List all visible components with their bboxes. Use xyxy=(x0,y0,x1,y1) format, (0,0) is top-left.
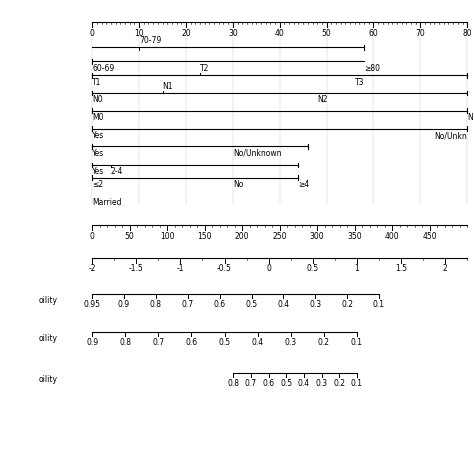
Text: 0.2: 0.2 xyxy=(318,338,330,347)
Text: -1: -1 xyxy=(177,264,184,273)
Text: 0.7: 0.7 xyxy=(152,338,164,347)
Text: 0.2: 0.2 xyxy=(341,300,353,309)
Text: 0.4: 0.4 xyxy=(277,300,290,309)
Text: ≥80: ≥80 xyxy=(364,64,380,73)
Text: 200: 200 xyxy=(235,232,249,241)
Text: 1.5: 1.5 xyxy=(395,264,407,273)
Text: N: N xyxy=(467,113,473,122)
Text: 0.95: 0.95 xyxy=(84,300,100,309)
Text: 0.1: 0.1 xyxy=(351,338,363,347)
Text: 10: 10 xyxy=(134,29,144,38)
Text: 0.3: 0.3 xyxy=(316,379,328,388)
Text: 70: 70 xyxy=(416,29,425,38)
Text: 0.4: 0.4 xyxy=(252,338,264,347)
Text: 0.5: 0.5 xyxy=(280,379,292,388)
Text: 0: 0 xyxy=(266,264,271,273)
Text: 2: 2 xyxy=(443,264,447,273)
Text: 0.6: 0.6 xyxy=(263,379,275,388)
Text: 70-79: 70-79 xyxy=(139,36,161,45)
Text: 0.5: 0.5 xyxy=(307,264,319,273)
Text: oility: oility xyxy=(38,334,57,343)
Text: No: No xyxy=(233,180,243,189)
Text: No/Unkn: No/Unkn xyxy=(434,131,467,140)
Text: 0.7: 0.7 xyxy=(245,379,257,388)
Text: oility: oility xyxy=(38,375,57,384)
Text: -0.5: -0.5 xyxy=(217,264,232,273)
Text: 0.7: 0.7 xyxy=(182,300,194,309)
Text: 0.6: 0.6 xyxy=(214,300,226,309)
Text: -1.5: -1.5 xyxy=(129,264,144,273)
Text: -2: -2 xyxy=(89,264,96,273)
Text: 40: 40 xyxy=(275,29,284,38)
Text: 0.3: 0.3 xyxy=(285,338,297,347)
Text: 0: 0 xyxy=(90,29,95,38)
Text: 0.1: 0.1 xyxy=(351,379,363,388)
Text: T3: T3 xyxy=(355,78,364,87)
Text: 0.9: 0.9 xyxy=(86,338,98,347)
Text: 350: 350 xyxy=(347,232,362,241)
Text: 60: 60 xyxy=(369,29,378,38)
Text: 0.4: 0.4 xyxy=(298,379,310,388)
Text: N1: N1 xyxy=(163,82,173,91)
Text: 50: 50 xyxy=(125,232,135,241)
Text: 250: 250 xyxy=(273,232,287,241)
Text: 0.8: 0.8 xyxy=(119,338,131,347)
Text: 0.9: 0.9 xyxy=(118,300,130,309)
Text: ≤2: ≤2 xyxy=(92,180,103,189)
Text: 1: 1 xyxy=(355,264,359,273)
Text: 400: 400 xyxy=(385,232,400,241)
Text: oility: oility xyxy=(38,296,57,305)
Text: 50: 50 xyxy=(322,29,331,38)
Text: 150: 150 xyxy=(198,232,212,241)
Text: 0.2: 0.2 xyxy=(333,379,345,388)
Text: Yes: Yes xyxy=(92,131,104,140)
Text: T1: T1 xyxy=(92,78,101,87)
Text: N2: N2 xyxy=(317,95,328,104)
Text: T2: T2 xyxy=(200,64,210,73)
Text: 0.5: 0.5 xyxy=(246,300,257,309)
Text: 0.8: 0.8 xyxy=(228,379,239,388)
Text: 300: 300 xyxy=(310,232,325,241)
Text: Yes: Yes xyxy=(92,149,104,158)
Text: No/Unknown: No/Unknown xyxy=(233,149,282,158)
Text: 0.5: 0.5 xyxy=(219,338,231,347)
Text: 2-4: 2-4 xyxy=(111,167,123,176)
Text: 0: 0 xyxy=(90,232,95,241)
Text: 30: 30 xyxy=(228,29,237,38)
Text: N0: N0 xyxy=(92,95,103,104)
Text: 0.8: 0.8 xyxy=(150,300,162,309)
Text: M0: M0 xyxy=(92,113,104,122)
Text: Married: Married xyxy=(92,198,122,207)
Text: 80: 80 xyxy=(463,29,472,38)
Text: Yes: Yes xyxy=(92,167,104,176)
Text: 450: 450 xyxy=(422,232,437,241)
Text: 0.3: 0.3 xyxy=(309,300,321,309)
Text: 20: 20 xyxy=(181,29,191,38)
Text: 0.1: 0.1 xyxy=(373,300,385,309)
Text: ≥4: ≥4 xyxy=(299,180,310,189)
Text: 100: 100 xyxy=(160,232,174,241)
Text: 60-69: 60-69 xyxy=(92,64,114,73)
Text: 0.6: 0.6 xyxy=(185,338,198,347)
